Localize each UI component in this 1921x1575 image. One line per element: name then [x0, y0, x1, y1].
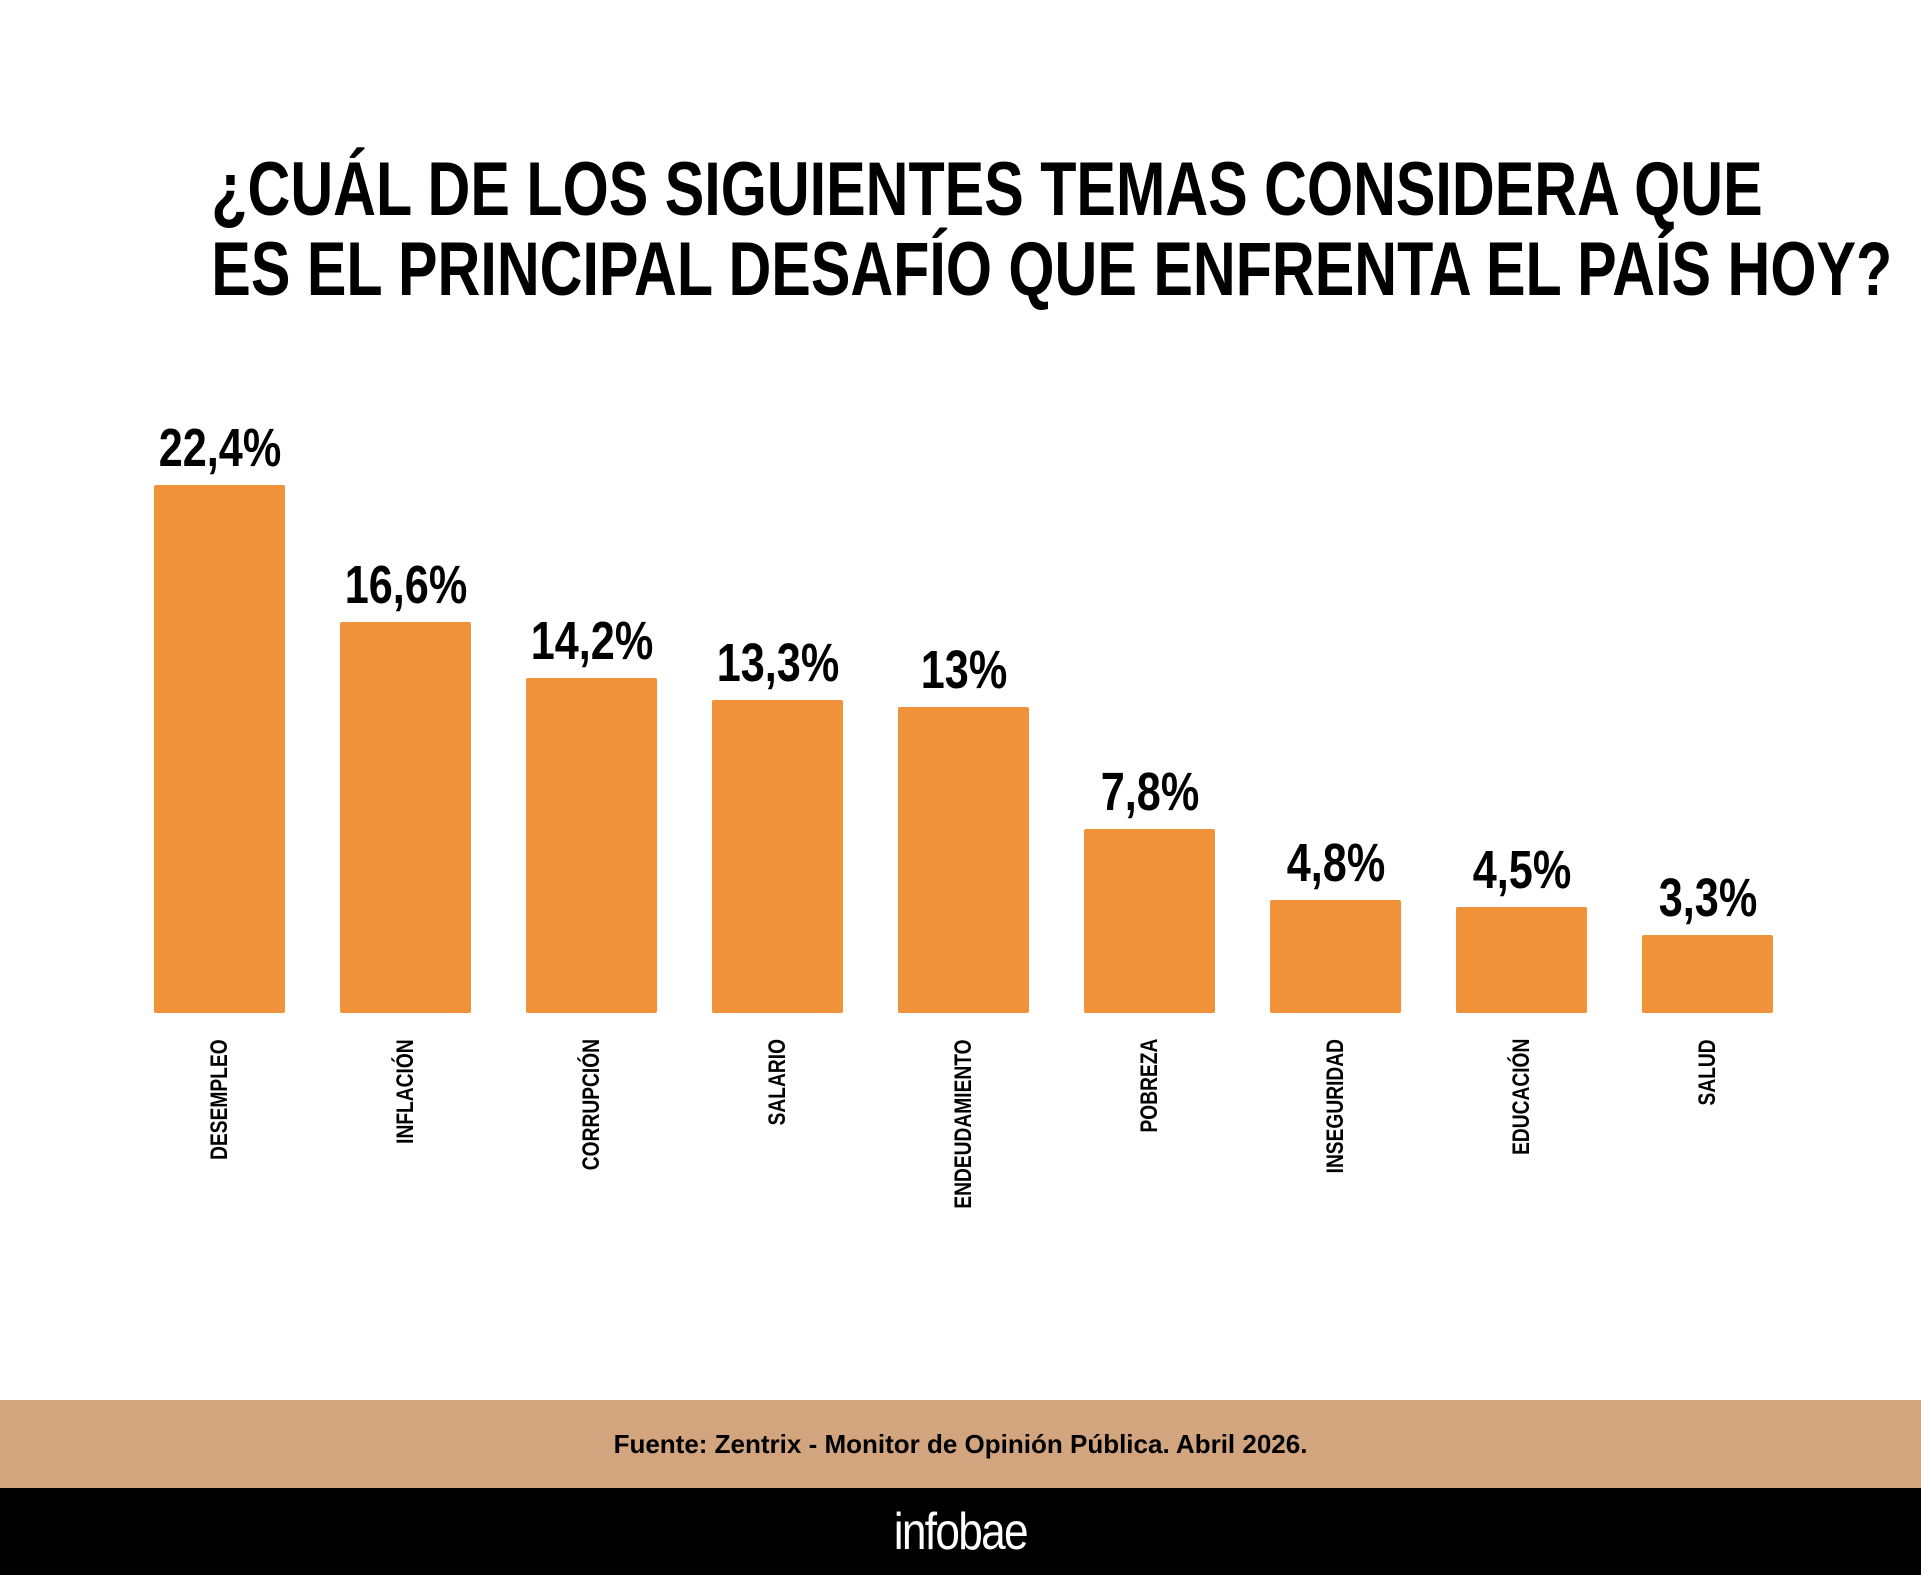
data-label-7: 4,5%	[1472, 839, 1571, 900]
bar-3	[712, 699, 843, 1013]
data-label-2: 14,2%	[530, 611, 653, 672]
source-band: Fuente: Zentrix - Monitor de Opinión Púb…	[0, 1400, 1921, 1488]
data-label-4: 13%	[920, 639, 1007, 700]
bar-2	[526, 678, 657, 1013]
title-line-1: ¿CUÁL DE LOS SIGUIENTES TEMAS CONSIDERA …	[211, 147, 1763, 232]
category-label-3: SALARIO	[763, 1039, 791, 1126]
data-label-1: 16,6%	[344, 554, 467, 615]
category-label-8: SALUD	[1693, 1039, 1721, 1106]
infobae-logo: infobae	[893, 1502, 1029, 1561]
data-label-0: 22,4%	[158, 418, 281, 478]
data-label-6: 4,8%	[1286, 832, 1385, 893]
chart-title: ¿CUÁL DE LOS SIGUIENTES TEMAS CONSIDERA …	[0, 150, 1921, 310]
bar-7	[1456, 906, 1587, 1013]
bar-5	[1084, 829, 1215, 1013]
category-label-5: POBREZA	[1135, 1038, 1163, 1133]
bar-1	[340, 621, 471, 1013]
data-label-3: 13,3%	[716, 632, 839, 693]
brand-band: infobae	[0, 1488, 1921, 1575]
bar-4	[898, 706, 1029, 1013]
data-label-8: 3,3%	[1658, 868, 1757, 929]
category-label-2: CORRUPCIÓN	[577, 1038, 605, 1171]
title-line-2: ES EL PRINCIPAL DESAFÍO QUE ENFRENTA EL …	[211, 227, 1893, 312]
category-label-1: INFLACIÓN	[391, 1039, 419, 1144]
source-text: Fuente: Zentrix - Monitor de Opinión Púb…	[613, 1428, 1308, 1459]
bar-chart: 22,4% DESEMPLEO 16,6% INFLACIÓN 14,2% CORRUPC…	[154, 418, 1773, 1209]
category-label-6: INSEGURIDAD	[1321, 1038, 1349, 1174]
category-label-7: EDUCACIÓN	[1507, 1038, 1535, 1155]
category-label-4: ENDEUDAMIENTO	[949, 1039, 977, 1209]
category-label-0: DESEMPLEO	[205, 1039, 233, 1160]
bar-0	[154, 485, 285, 1013]
data-label-5: 7,8%	[1100, 762, 1199, 823]
bar-6	[1270, 899, 1401, 1013]
bar-8	[1642, 935, 1773, 1013]
